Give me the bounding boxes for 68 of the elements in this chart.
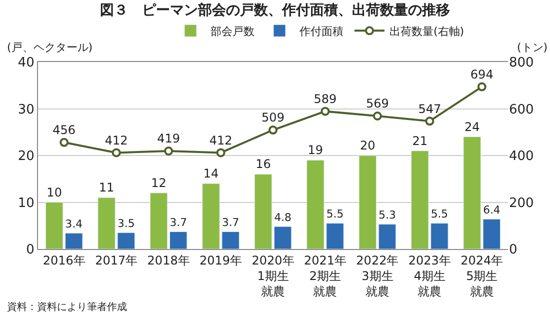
data-label: 456 [52, 123, 76, 138]
legend-label: 部会戸数 [210, 24, 254, 38]
x-tick-label: 2016年 [42, 253, 86, 268]
y2-axis-title: (トン) [517, 41, 548, 54]
y-tick-label: 20 [18, 149, 34, 164]
x-tick-label: 2019年 [200, 253, 242, 268]
y-tick-label: 40 [18, 56, 34, 71]
y2-tick-label: 400 [509, 149, 534, 164]
y-axis-title: (戸、ヘクタール) [7, 41, 93, 54]
y2-tick-label: 800 [509, 56, 534, 71]
point [60, 138, 69, 147]
data-label: 14 [203, 166, 219, 181]
y-tick-label: 30 [18, 102, 34, 118]
data-label: 24 [464, 120, 480, 134]
x-tick-label: 2018年 [147, 253, 190, 268]
y-tick-label: 0 [26, 242, 34, 258]
y2-tick-label: 0 [509, 242, 518, 258]
data-label: 6.4 [483, 203, 500, 216]
data-label: 509 [262, 110, 284, 125]
point [268, 126, 278, 135]
data-label: 3.5 [118, 216, 135, 230]
legend-label: 出荷数量(右軸) [390, 24, 464, 38]
y2-tick-label: 200 [509, 196, 534, 211]
data-label: 412 [209, 133, 232, 148]
x-tick-label: 2023年4期生就農 [408, 253, 451, 299]
data-label: 4.8 [274, 210, 292, 224]
point [425, 116, 434, 126]
bar [169, 231, 188, 249]
bar [358, 155, 377, 249]
bar [150, 192, 168, 249]
bar [254, 174, 272, 249]
bar [274, 226, 292, 249]
point [112, 148, 121, 158]
data-label: 11 [98, 180, 114, 195]
data-label: 3.4 [65, 217, 83, 230]
data-label: 3.7 [170, 216, 187, 229]
data-label: 589 [314, 92, 337, 106]
legend-label: 作付面積 [298, 24, 344, 38]
y-tick-label: 10 [18, 196, 34, 211]
data-label: 412 [104, 133, 128, 148]
data-label: 694 [470, 67, 494, 82]
x-tick-label: 2020年1期生就農 [252, 253, 294, 299]
data-label: 12 [151, 176, 166, 190]
data-label: 5.5 [326, 208, 344, 221]
data-label: 20 [360, 138, 376, 152]
y2-tick-label: 600 [509, 102, 534, 118]
data-label: 3.7 [222, 216, 240, 229]
data-label: 5.3 [378, 208, 396, 222]
data-label: 19 [308, 143, 324, 158]
data-label: 5.5 [430, 208, 448, 221]
data-label: 10 [46, 185, 62, 200]
data-label: 569 [366, 96, 389, 111]
point [320, 106, 330, 116]
bar [378, 224, 396, 249]
point [372, 112, 382, 120]
data-label: 21 [412, 134, 428, 148]
point [477, 82, 486, 92]
x-tick-label: 2022年3期生就農 [356, 253, 399, 299]
data-label: 16 [256, 157, 271, 172]
text: 資料：資料により筆者作成 [7, 301, 127, 313]
x-tick-label: 2024年5期生就農 [460, 253, 504, 299]
chart-title: 図３ ピーマン部会の戸数、作付面積、出荷数量の推移 [100, 2, 450, 19]
x-tick-label: 2017年 [95, 253, 138, 268]
point [216, 148, 226, 158]
data-label: 547 [418, 102, 442, 116]
point [164, 146, 174, 156]
x-tick-label: 2021年2期生就農 [304, 253, 346, 299]
data-label: 419 [157, 132, 180, 146]
